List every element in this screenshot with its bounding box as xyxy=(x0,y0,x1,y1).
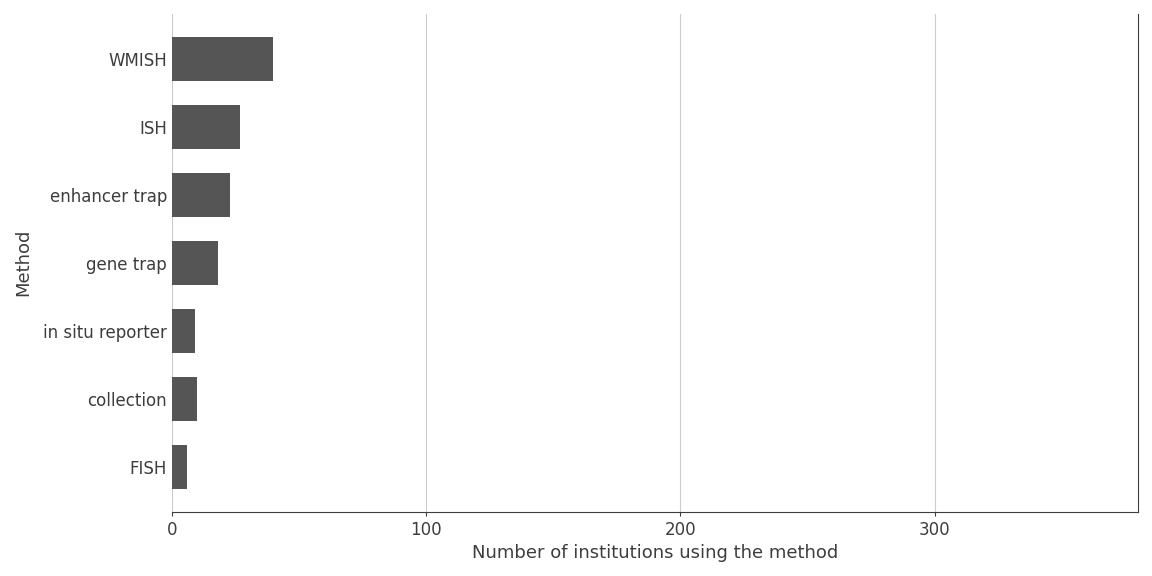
Y-axis label: Method: Method xyxy=(14,229,32,297)
Bar xyxy=(172,36,273,81)
Bar xyxy=(172,377,197,421)
Bar xyxy=(172,104,241,149)
Bar xyxy=(172,309,195,353)
Bar xyxy=(172,241,218,285)
Bar xyxy=(172,173,230,217)
X-axis label: Number of institutions using the method: Number of institutions using the method xyxy=(472,544,838,562)
Bar xyxy=(172,445,187,489)
